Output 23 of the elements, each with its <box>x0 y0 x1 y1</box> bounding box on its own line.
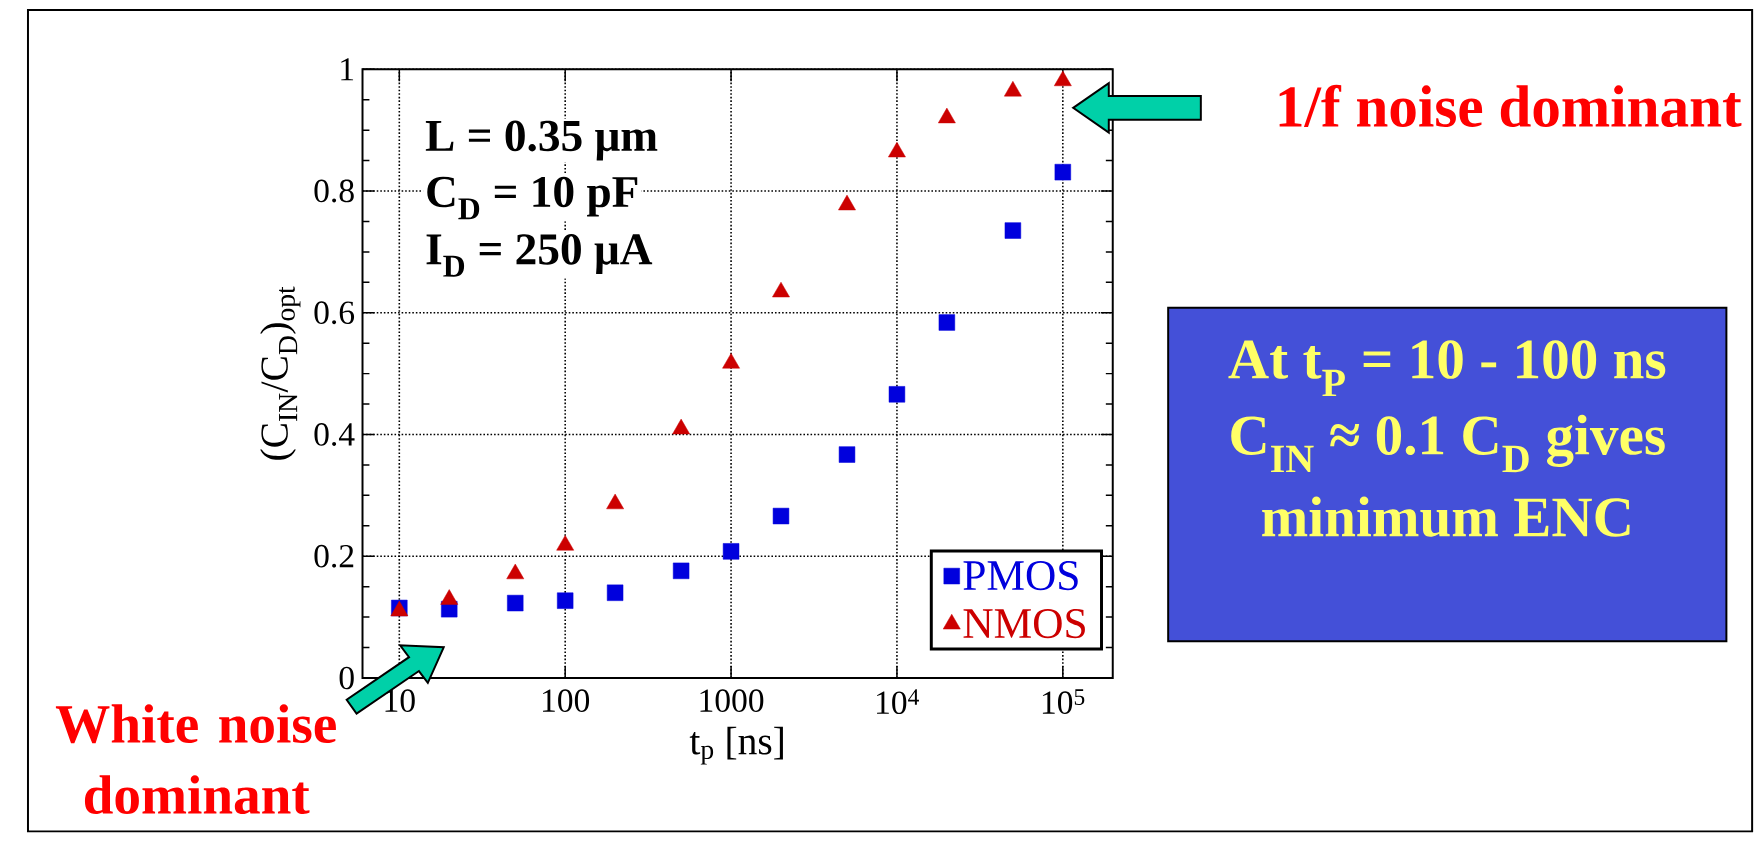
annotation: L = 0.35 μm <box>425 120 658 161</box>
text: At t$_{P}$ = 10 - 100 ns <box>1228 340 1666 396</box>
x-tick-label: 10$^{4}$ <box>877 689 919 714</box>
y-tick-label: 1 <box>341 58 354 81</box>
annotation: I$_{D}$ = 250 μA <box>426 233 653 277</box>
text: C$_{IN}$ ≈ 0.1 C$_{D}$ gives <box>1231 414 1665 473</box>
y-tick-label: 0 <box>339 666 354 690</box>
y-tick-label: 0.8 <box>314 179 354 203</box>
y-axis-title: (C$_{IN}$/C$_{D}$)$_{opt}$ <box>260 286 301 460</box>
x-tick-label: 1000 <box>700 689 764 712</box>
x-axis-title: t$_{p}$ [ns] <box>689 726 783 765</box>
text: 1/f noise dominant <box>1279 84 1742 127</box>
x-tick-label: 10 <box>385 689 415 712</box>
legend-label: NMOS <box>963 608 1085 639</box>
legend-label: PMOS <box>963 560 1078 590</box>
x-tick-label: 10$^{5}$ <box>1042 689 1085 714</box>
y-tick-label: 0.6 <box>314 301 355 324</box>
y-tick-label: 0.2 <box>314 544 354 568</box>
text: White noise dominant <box>55 704 336 814</box>
annotation: C$_{D}$ = 10 pF <box>427 176 638 220</box>
x-tick-label: 100 <box>543 689 590 712</box>
y-tick-label: 0.4 <box>314 422 355 446</box>
text: minimum ENC <box>1262 496 1630 537</box>
